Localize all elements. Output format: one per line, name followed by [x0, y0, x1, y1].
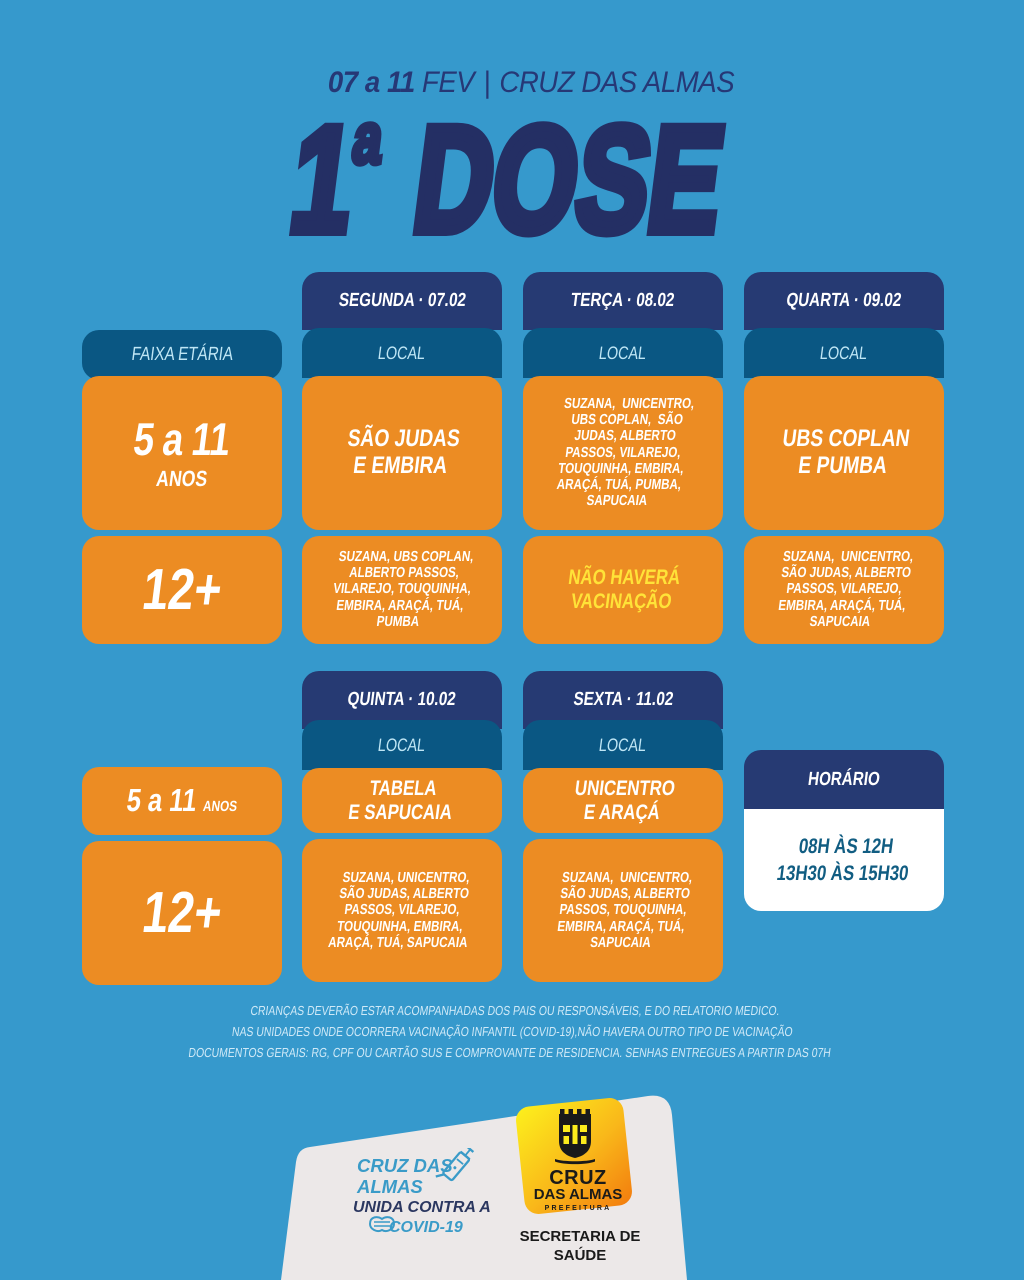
svg-text:COVID-19: COVID-19 — [389, 1219, 463, 1236]
svg-text:PREFEITURA: PREFEITURA — [545, 1205, 612, 1212]
svg-text:CRUZ DAS: CRUZ DAS — [357, 1155, 453, 1176]
svg-text:DAS ALMAS: DAS ALMAS — [534, 1186, 623, 1203]
svg-text:UNIDA CONTRA A: UNIDA CONTRA A — [353, 1199, 491, 1216]
svg-text:ALMAS: ALMAS — [356, 1176, 423, 1197]
